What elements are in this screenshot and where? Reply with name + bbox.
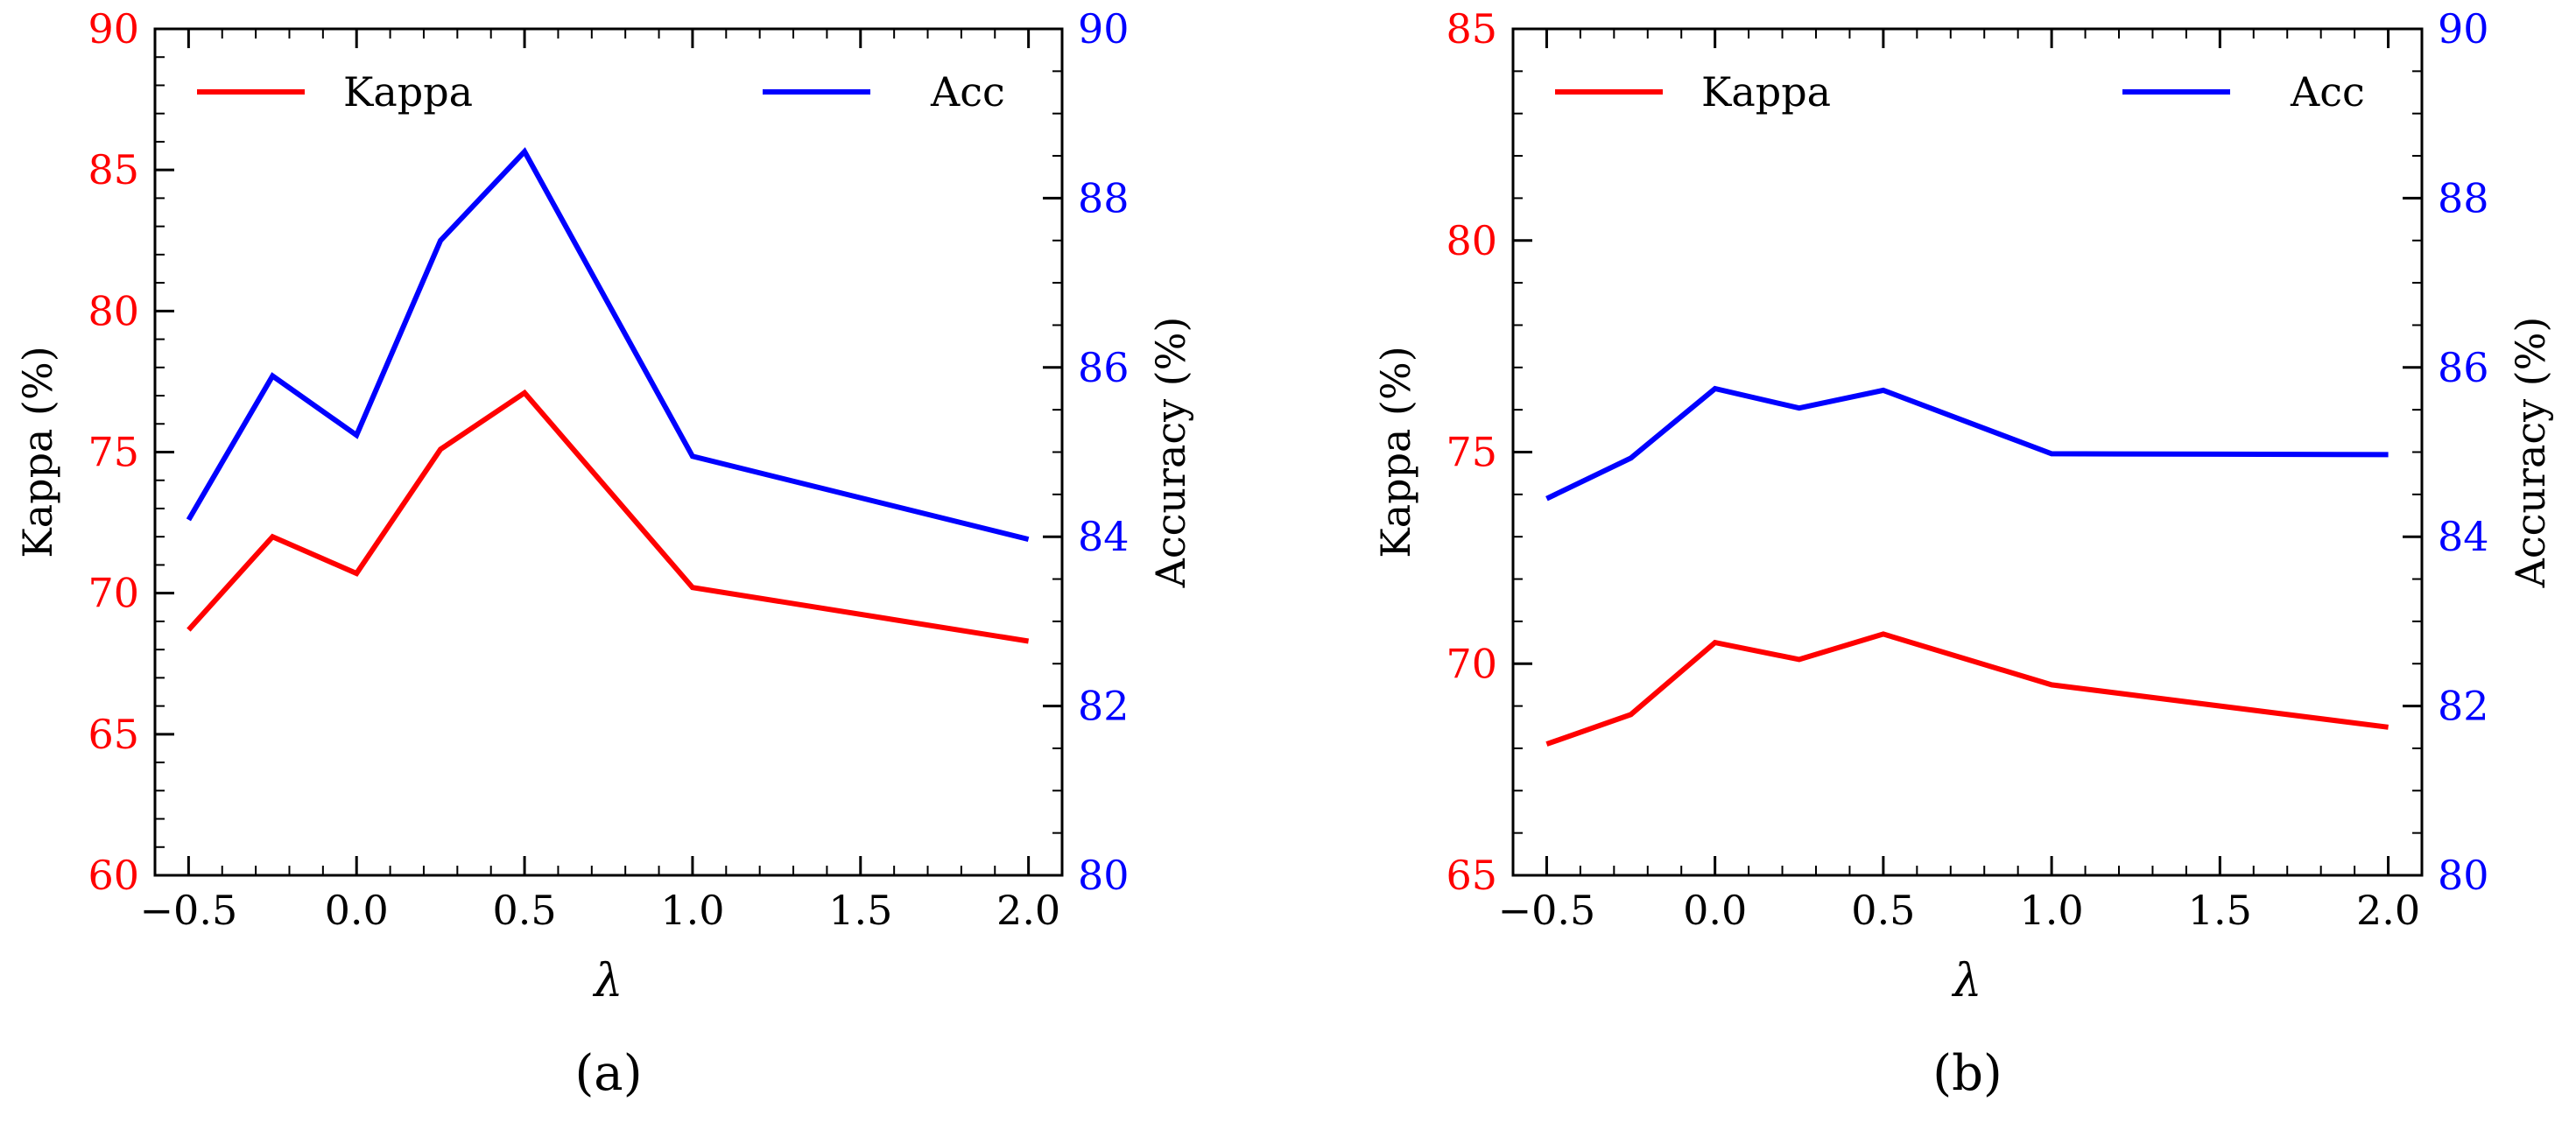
- y-right-tick-label: 90: [1078, 5, 1130, 53]
- chart-panel-b: −0.5 0.0 0.5 1.0 1.5 2.0 65 70 75 80 85 80 82 84 86 88 9…: [1372, 5, 2554, 1102]
- y-left-tick-label: 60: [88, 852, 139, 899]
- panel-caption: (b): [1932, 1045, 2002, 1102]
- plot-frame: [153, 27, 1064, 877]
- y-left-tick-label: 90: [88, 5, 139, 53]
- y-right-tick-label: 86: [2438, 344, 2489, 391]
- y-right-tick-label: 88: [2438, 174, 2489, 221]
- y-right-tick-label: 82: [1078, 683, 1130, 730]
- legend-label-kappa: Kappa: [1701, 68, 1831, 116]
- x-tick-label: 0.0: [1683, 887, 1747, 934]
- y-right-axis-label: Accuracy (%): [1147, 317, 1194, 589]
- x-tick-label: 0.0: [325, 887, 389, 934]
- x-tick-label: 0.5: [1851, 887, 1915, 934]
- x-tick-label: 2.0: [2356, 887, 2420, 934]
- y-right-tick-label: 84: [1078, 513, 1130, 560]
- x-tick-label: −0.5: [1498, 887, 1596, 934]
- x-tick-label: 2.0: [996, 887, 1060, 934]
- y-right-tick-label: 80: [2438, 852, 2489, 899]
- x-tick-label: 1.5: [828, 887, 892, 934]
- x-axis-label: λ: [593, 955, 623, 1007]
- y-right-tick-label: 88: [1078, 174, 1130, 221]
- y-left-tick-label: 80: [1446, 217, 1497, 264]
- y-right-axis-label: Accuracy (%): [2507, 317, 2554, 589]
- y-right-tick-label: 86: [1078, 344, 1130, 391]
- series-line-acc: [1545, 385, 2389, 502]
- y-left-tick-label: 65: [88, 711, 139, 758]
- y-left-tick-label: 75: [88, 429, 139, 476]
- x-tick-label: 1.0: [2020, 887, 2084, 934]
- panel-caption: (a): [574, 1045, 642, 1102]
- legend-label-acc: Acc: [930, 68, 1005, 116]
- y-right-tick-label: 80: [1078, 852, 1130, 899]
- y-left-tick-label: 80: [88, 287, 139, 334]
- y-left-tick-label: 70: [88, 570, 139, 617]
- y-right-tick-label: 90: [2438, 5, 2489, 53]
- series-line-kappa: [1545, 631, 2389, 747]
- x-tick-label: 0.5: [492, 887, 556, 934]
- y-left-axis-label: Kappa (%): [1372, 346, 1419, 558]
- x-axis-label: λ: [1952, 955, 1982, 1007]
- chart-panel-a: −0.5 0.0 0.5 1.0 1.5 2.0 60 65 70 75 80 85 90 80 82 84 8…: [14, 5, 1194, 1102]
- x-tick-label: −0.5: [140, 887, 238, 934]
- y-right-tick-label: 82: [2438, 683, 2489, 730]
- x-tick-label: 1.0: [660, 887, 724, 934]
- legend-label-acc: Acc: [2290, 68, 2365, 116]
- y-left-tick-label: 75: [1446, 429, 1497, 476]
- y-left-tick-label: 65: [1446, 852, 1497, 899]
- y-left-tick-label: 85: [88, 146, 139, 193]
- y-left-tick-label: 85: [1446, 5, 1497, 53]
- series-line-kappa: [187, 389, 1030, 644]
- y-left-tick-label: 70: [1446, 640, 1497, 687]
- y-left-axis-label: Kappa (%): [14, 346, 61, 558]
- series-line-acc: [186, 147, 1030, 543]
- y-right-tick-label: 84: [2438, 513, 2489, 560]
- legend-label-kappa: Kappa: [343, 68, 473, 116]
- x-tick-label: 1.5: [2188, 887, 2252, 934]
